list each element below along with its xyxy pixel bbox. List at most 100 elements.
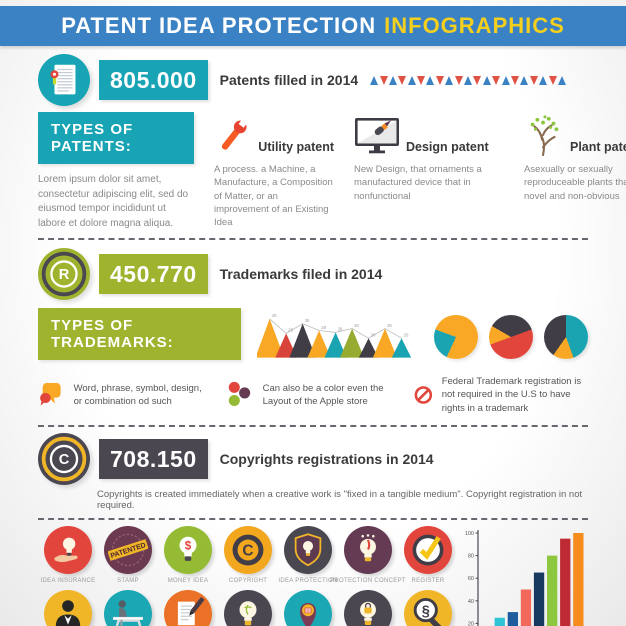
grid-item-stamp: PATENTED STAMP [98, 526, 158, 584]
patent-type-description: Asexually or sexually reproduceable plan… [524, 164, 626, 202]
up-triangle-icon [520, 75, 529, 85]
grid-item-idea-insurance: IDEA INSURANCE [38, 526, 98, 584]
trademark-item-word: Word, phrase, symbol, design, or combina… [38, 374, 212, 416]
svg-text:$: $ [185, 539, 192, 552]
page-title-accent: INFOGRAPHICS [384, 13, 565, 38]
patent-type-description: New Design, that ornaments a manufacture… [354, 164, 482, 202]
down-triangle-icon [398, 75, 407, 85]
down-triangle-icon [492, 75, 501, 85]
svg-text:§: § [422, 604, 430, 620]
grid-item-label: REGISTER [411, 578, 445, 584]
trademarks-count-badge: 450.770 [99, 254, 208, 294]
copyright-glyph: C [59, 452, 70, 468]
grid-item-protection-concept: PROTECTION CONCEPT [330, 526, 406, 584]
content: R 450.770 Trademarks filed in 2014 TYPES… [0, 246, 626, 418]
trademark-item-text: Federal Trademark registration is not re… [441, 376, 582, 414]
up-triangle-icon [370, 75, 379, 85]
down-triangle-icon [548, 75, 557, 85]
registered-trademark-icon: R [38, 248, 90, 300]
color-circles-icon [228, 381, 251, 407]
icon-grid-row-1: IDEA INSURANCE PATENTED STAMP $ MONEY IDEA C C… [38, 526, 458, 584]
patents-stat-row: 805.000 Patents filled in 2014 [38, 52, 588, 108]
patent-type-name: Plant patent [570, 140, 626, 154]
pie-chart-2 [489, 315, 533, 359]
patents-stat-label: Patents filled in 2014 [219, 72, 359, 88]
up-triangle-icon [501, 75, 510, 85]
header-banner: PATENT IDEA PROTECTION INFOGRAPHICS [0, 6, 626, 46]
up-triangle-icon [445, 75, 454, 85]
trademark-item-text: Can also be a color even the Layout of t… [262, 382, 384, 407]
patents-intro-text: Lorem ipsum dolor sit amet, consectetur … [38, 174, 189, 229]
grid-item-label: IDEA PROTECTION [278, 578, 338, 584]
separator [38, 518, 588, 520]
svg-text:35: 35 [305, 318, 310, 323]
patent-document-icon [38, 54, 90, 106]
patent-type-name: Design patent [406, 140, 489, 154]
pie-chart-3 [544, 315, 588, 359]
grid-item-label: STAMP [117, 578, 139, 584]
patent-type-header: Design patent [354, 112, 504, 156]
hand-bulb-icon [44, 526, 92, 574]
copyrights-stat-label: Copyrights registrations in 2014 [219, 451, 434, 467]
document-icon [50, 64, 76, 95]
down-triangle-icon [435, 75, 444, 85]
grid-item-copyright: C COPYRIGHT [218, 526, 278, 584]
patent-type-header: Utility patent [214, 112, 334, 156]
speech-bubbles-icon [40, 383, 61, 406]
map-pin-icon [284, 590, 332, 626]
patent-type-description: A process. a Machine, a Manufacture, a C… [214, 164, 333, 229]
down-triangle-icon [473, 75, 482, 85]
patents-left-column: TYPES OF PATENTS: Lorem ipsum dolor sit … [38, 112, 194, 231]
grid-item-registration: REGISTRATION [98, 590, 158, 626]
grid-item-author: AUTHOR [38, 590, 98, 626]
svg-text:100: 100 [465, 531, 474, 537]
copyright-symbol-icon: C [38, 433, 90, 485]
patent-types-section: TYPES OF PATENTS: Lorem ipsum dolor sit … [38, 112, 626, 231]
icon-grid: IDEA INSURANCE PATENTED STAMP $ MONEY IDEA C C… [38, 526, 458, 626]
trademark-item-color: Can also be a color even the Layout of t… [226, 373, 400, 417]
copyrights-count: 708.150 [110, 445, 197, 472]
up-triangle-icon [482, 75, 491, 85]
down-triangle-icon [529, 75, 538, 85]
grid-item-label: COPYRIGHT [228, 578, 268, 584]
bulb-icon [224, 590, 272, 626]
grid-item-law: §LAW [398, 590, 458, 626]
tree-icon [530, 115, 559, 156]
types-of-trademarks-heading: TYPES OF TRADEMARKS: [38, 308, 242, 360]
prohibition-icon [414, 386, 433, 404]
up-triangle-icon [388, 75, 397, 85]
up-triangle-icon [426, 75, 435, 85]
grid-item-label: IDEA INSURANCE [40, 578, 96, 584]
copyrights-note: Copyrights is created immediately when a… [97, 489, 583, 511]
copyrights-count-badge: 708.150 [99, 439, 208, 479]
trademark-types-row: TYPES OF TRADEMARKS: 40 25 35 28 26 30 20 30 20 [38, 304, 588, 364]
patent-type-design: Design patent New Design, that ornaments… [354, 112, 504, 231]
patent-type-utility: Utility patent A process. a Machine, a M… [214, 112, 334, 231]
svg-text:26: 26 [338, 327, 343, 332]
trend-triangle-strip [370, 75, 567, 85]
svg-text:30: 30 [388, 323, 393, 328]
law-magnifier-icon: § [404, 590, 452, 626]
desk-person-icon [104, 590, 152, 626]
patents-count: 805.000 [110, 66, 197, 93]
down-triangle-icon [511, 75, 519, 85]
registered-glyph: R [59, 267, 70, 283]
trademark-item-federal: Federal Trademark registration is not re… [414, 372, 588, 418]
grid-item-label: PROTECTION CONCEPT [330, 578, 406, 584]
copyright-icon: C [41, 436, 87, 482]
grid-item-label: MONEY IDEA [167, 578, 209, 584]
pie-chart-1 [434, 315, 478, 359]
down-triangle-icon [379, 75, 388, 85]
svg-text:25: 25 [289, 328, 294, 333]
svg-text:C: C [242, 542, 253, 559]
content: C 708.150 Copyrights registrations in 20… [0, 433, 626, 511]
trademark-items-row: Word, phrase, symbol, design, or combina… [38, 372, 588, 418]
grid-item-changes: CHANGES [158, 590, 218, 626]
types-of-patents-heading: TYPES OF PATENTS: [38, 112, 194, 164]
svg-text:40: 40 [468, 599, 474, 605]
svg-text:30: 30 [355, 323, 360, 328]
separator [38, 425, 588, 427]
icon-grid-row-2: AUTHORREGISTRATIONCHANGESIDEATRADEMARK O… [38, 590, 458, 626]
down-triangle-icon [454, 75, 463, 85]
grid-item-money-idea: $ MONEY IDEA [158, 526, 218, 584]
